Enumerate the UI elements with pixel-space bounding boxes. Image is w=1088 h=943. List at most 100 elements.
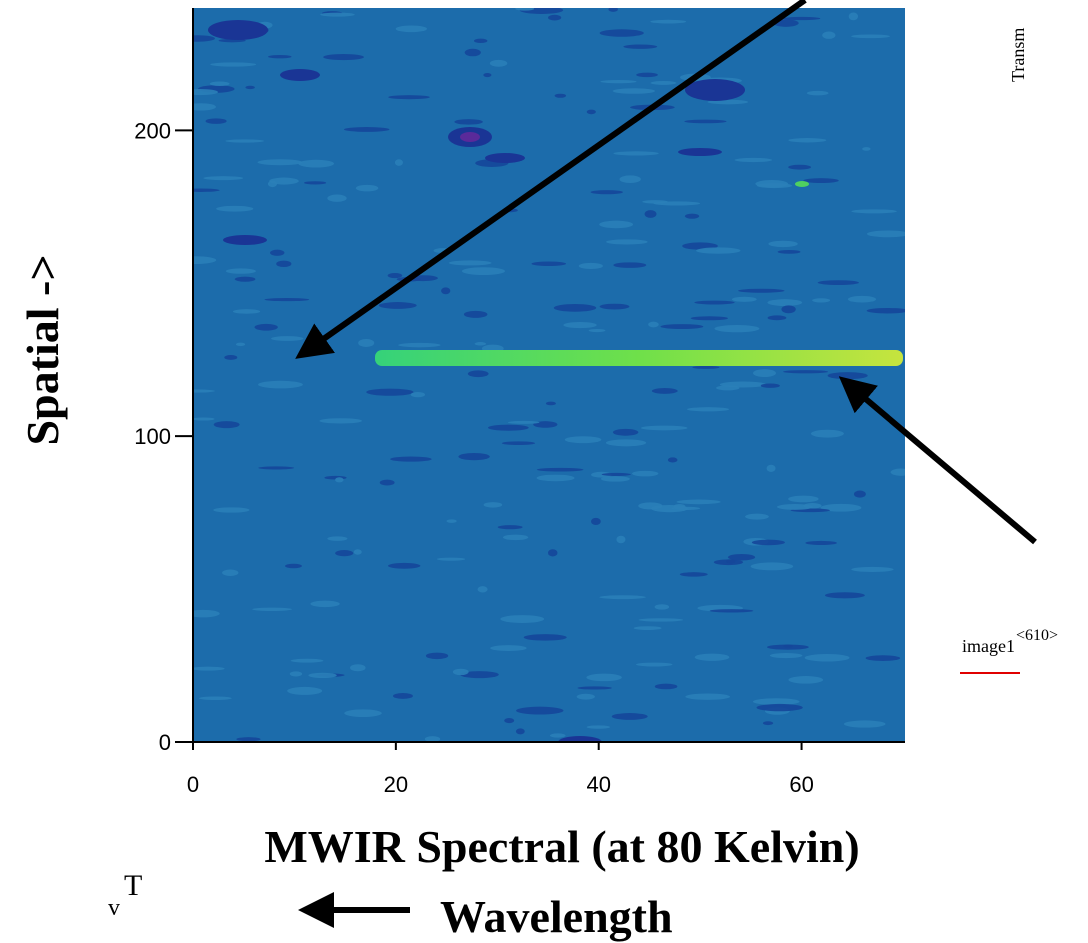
texture-blob [822,31,836,39]
texture-blob [224,354,238,360]
texture-blob [504,717,515,724]
texture-blob [464,48,481,57]
texture-blob [390,456,432,462]
texture-blob [320,12,355,17]
texture-blob [205,118,227,124]
texture-blob [289,671,303,677]
texture-blob [577,686,612,690]
texture-blob [605,439,647,447]
texture-blob [477,586,488,593]
texture-blob [578,262,603,270]
texture-blob [343,127,390,132]
texture-blob [756,703,803,712]
texture-blob [460,671,499,679]
texture-blob [193,666,225,671]
texture-blob [806,90,829,96]
texture-blob [644,210,657,218]
texture-blob [588,328,606,333]
texture-blob [613,151,659,156]
texture-blob [193,89,219,96]
texture-blob [446,519,457,523]
texture-blob [824,592,865,599]
texture-blob [694,300,735,305]
texture-blob [458,452,490,461]
texture-blob [640,425,688,431]
texture-blob [225,268,256,274]
texture-blob [827,372,868,380]
texture-blob [193,103,216,111]
texture-blob [616,535,626,544]
direction-label: Wavelength [440,891,673,942]
texture-blob [460,132,480,142]
texture-blob [441,287,451,295]
texture-blob [235,342,246,347]
texture-blob [619,175,641,183]
texture-blob [500,615,545,623]
texture-blob [599,220,634,229]
texture-blob [591,471,612,478]
texture-blob [696,247,741,254]
y-axis-label: Spatial -> [17,254,68,445]
texture-blob [651,388,678,394]
texture-blob [766,464,776,472]
texture-blob [252,607,292,611]
x-tick-label: 60 [789,772,813,797]
texture-blob [258,466,295,470]
texture-blob [788,495,819,503]
texture-blob [843,720,886,728]
texture-blob [473,38,488,44]
texture-blob [378,302,417,309]
texture-blob [590,190,624,195]
texture-blob [591,517,601,525]
texture-blob [264,298,310,302]
texture-blob [685,693,731,700]
texture-blob [767,315,787,321]
texture-blob [225,139,265,143]
texture-blob [606,239,648,245]
texture-blob [463,310,488,318]
texture-blob [454,119,483,125]
texture-blob [783,370,829,374]
x-tick-label: 0 [187,772,199,797]
texture-blob [558,736,602,742]
texture-blob [193,389,215,393]
texture-blob [751,539,785,546]
texture-blob [750,562,794,571]
texture-blob [563,321,597,329]
texture-blob [269,177,299,185]
texture-blob [232,309,261,314]
texture-blob [600,79,637,84]
texture-blob [812,298,831,303]
texture-blob [344,709,382,717]
texture-blob [501,441,536,446]
texture-blob [425,652,449,660]
texture-blob [335,550,354,557]
texture-blob [515,8,535,11]
texture-blob [216,205,254,212]
texture-blob [394,159,403,166]
texture-blob [676,499,721,505]
texture-blob [890,468,905,476]
texture-blob [310,600,340,608]
texture-blob [633,626,662,630]
side-label: Transm [1008,28,1028,82]
texture-blob [719,381,767,388]
texture-blob [474,342,487,346]
texture-blob [623,44,658,49]
texture-blob [502,534,529,541]
texture-blob [245,85,255,90]
texture-blob [198,696,232,700]
texture-blob [726,559,736,564]
texture-blob [350,664,366,672]
texture-blob [762,721,774,726]
texture-blob [586,725,610,729]
texture-blob [738,288,785,293]
texture-blob [709,609,754,613]
texture-blob [686,407,730,412]
texture-blob [222,569,239,577]
texture-blob [692,365,720,369]
texture-blob [280,69,320,81]
texture-blob [648,321,659,328]
texture-blob [638,618,684,622]
